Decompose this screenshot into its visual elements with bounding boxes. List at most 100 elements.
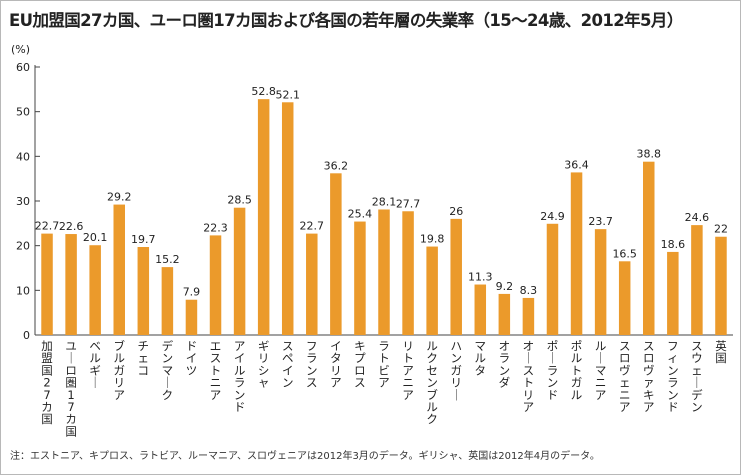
category-label: キプロス <box>354 339 366 390</box>
category-label: チェコ <box>138 339 150 377</box>
footnote: 注：エストニア、キプロス、ラトビア、ルーマニア、スロヴェニアは2012年3月のデ… <box>10 451 600 462</box>
y-tick-label: 60 <box>16 61 30 74</box>
y-tick-label: 30 <box>16 195 30 208</box>
bar-value-label: 22.7 <box>35 220 60 233</box>
bar-21 <box>522 297 535 335</box>
bar-23 <box>570 172 583 335</box>
bar-9 <box>233 207 246 335</box>
bar-25 <box>618 261 631 335</box>
bar-26 <box>643 161 655 335</box>
bar-value-label: 36.2 <box>324 159 349 172</box>
bar-value-label: 24.9 <box>540 210 565 223</box>
y-tick-label: 0 <box>23 329 30 342</box>
bar-value-label: 18.6 <box>661 238 686 251</box>
category-label: ドイツ <box>186 339 198 377</box>
bar-20 <box>498 293 511 335</box>
bar-value-label: 19.7 <box>131 233 156 246</box>
bar-6 <box>161 267 174 335</box>
bar-value-label: 15.2 <box>155 253 180 266</box>
category-label: スウェ｜デン <box>691 339 703 414</box>
category-label: オ｜ストリア <box>523 339 535 414</box>
category-label: ベルギ｜ <box>89 339 101 390</box>
bar-13 <box>330 173 342 335</box>
bar-value-label: 52.8 <box>251 85 276 98</box>
bar-value-label: 25.4 <box>348 208 373 221</box>
y-tick-label: 40 <box>16 150 30 163</box>
category-label: 加盟国 2 7 カ国 <box>41 339 53 426</box>
bar-18 <box>450 218 462 335</box>
y-tick-label: 10 <box>16 284 30 297</box>
bar-2 <box>65 234 77 335</box>
bar-value-label: 7.9 <box>183 286 201 299</box>
bar-value-label: 8.3 <box>520 284 538 297</box>
bar-22 <box>546 223 559 335</box>
bar-value-label: 28.5 <box>227 194 252 207</box>
category-label: スロヴァキア <box>643 339 655 414</box>
bar-17 <box>426 246 438 335</box>
bar-value-label: 52.1 <box>275 88 300 101</box>
bar-value-label: 22 <box>714 223 728 236</box>
bar-27 <box>667 251 679 335</box>
category-label: スペイン <box>282 339 294 390</box>
bar-12 <box>306 233 318 335</box>
bar-value-label: 11.3 <box>468 271 493 284</box>
category-label: ル｜マニア <box>595 339 607 402</box>
bar-1 <box>41 233 53 335</box>
bar-7 <box>185 299 198 335</box>
bar-value-label: 16.5 <box>612 247 637 260</box>
category-label: ギリシャ <box>258 339 270 390</box>
category-label: ポ｜ランド <box>547 339 559 402</box>
y-tick-label: 20 <box>16 240 30 253</box>
bar-value-label: 28.1 <box>372 195 397 208</box>
bar-value-label: 38.8 <box>637 148 662 161</box>
bar-value-label: 24.6 <box>685 211 710 224</box>
bar-value-label: 19.8 <box>420 233 445 246</box>
axis-layer: (%) 0 10 20 30 40 50 60 <box>11 43 733 342</box>
category-label: フィンランド <box>667 339 679 414</box>
bar-layer <box>41 99 727 335</box>
y-axis-unit: (%) <box>11 43 30 56</box>
bar-15 <box>378 209 390 335</box>
bar-5 <box>137 247 150 335</box>
bar-3 <box>89 245 101 335</box>
bar-chart: (%) 0 10 20 30 40 50 60 22.7 加盟国 2 7 カ国 22.6 ユ｜ロ圏 1 7 カ国… <box>11 43 733 438</box>
bar-4 <box>113 204 125 335</box>
bar-value-label: 29.2 <box>107 191 132 204</box>
bar-19 <box>474 284 487 335</box>
category-label: ルクセンブルク <box>426 339 438 426</box>
category-label: フランス <box>306 339 318 390</box>
bar-value-label: 22.3 <box>203 221 228 234</box>
bar-28 <box>691 225 703 335</box>
bar-value-label: 23.7 <box>588 215 613 228</box>
category-label: マルタ <box>475 339 487 377</box>
category-label: アイルランド <box>234 339 246 414</box>
category-label: リトアニア <box>402 339 414 402</box>
bar-8 <box>209 235 222 335</box>
category-label: ポルトガル <box>571 339 583 402</box>
bar-24 <box>594 229 607 335</box>
bar-10 <box>257 99 270 335</box>
bar-14 <box>354 221 366 335</box>
category-label: ユ｜ロ圏 1 7 カ国 <box>65 339 77 438</box>
bar-value-label: 27.7 <box>396 197 421 210</box>
category-label: イタリア <box>330 339 342 390</box>
category-label: オランダ <box>499 339 511 390</box>
bar-value-label: 20.1 <box>83 231 108 244</box>
bar-value-label: 36.4 <box>564 158 589 171</box>
y-tick-label: 50 <box>16 106 30 119</box>
bar-value-label: 22.7 <box>300 220 325 233</box>
bar-value-label: 26 <box>449 205 463 218</box>
category-label: ラトビア <box>378 339 390 390</box>
category-label: スロヴェニア <box>619 339 631 414</box>
category-label: 英国 <box>715 339 727 365</box>
label-layer: 22.7 加盟国 2 7 カ国 22.6 ユ｜ロ圏 1 7 カ国 20.1 ベルギ｜ 29.2 ブルガリア… <box>35 85 728 438</box>
category-label: エストニア <box>210 339 222 402</box>
category-label: ブルガリア <box>113 339 125 402</box>
bar-16 <box>402 211 414 335</box>
bar-value-label: 9.2 <box>496 280 514 293</box>
bar-29 <box>715 236 727 335</box>
category-label: デンマ｜ク <box>162 339 174 402</box>
chart-title: EU加盟国27カ国、ユーロ圏17カ国および各国の若年層の失業率（15～24歳、2… <box>9 11 683 30</box>
category-label: ハンガリ｜ <box>450 339 462 402</box>
